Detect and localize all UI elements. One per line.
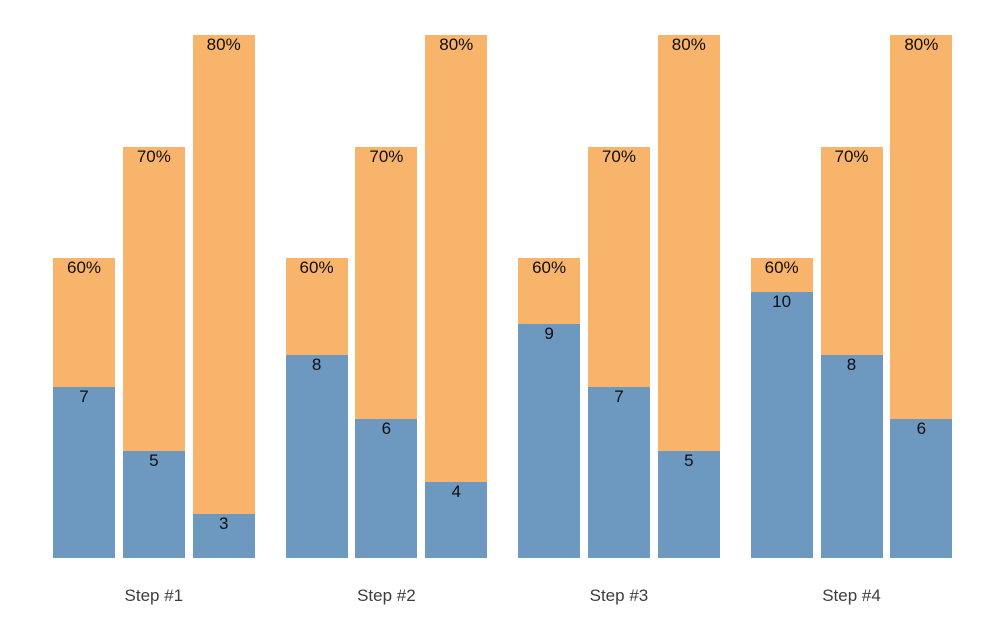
category-label: Step #2 (357, 586, 416, 605)
bar-pct-label: 60% (66, 258, 102, 277)
bar-bottom-segment: 8 (285, 355, 348, 558)
bar-pct-label: 60% (299, 258, 334, 277)
bar-value-label: 9 (544, 323, 554, 343)
bar-bottom-segment: 8 (820, 355, 883, 558)
bar-value-label: 4 (451, 482, 461, 501)
bar-bottom-segment: 5 (122, 450, 185, 558)
bar-bottom-segment: 5 (657, 450, 720, 558)
bar-top-segment: 70% (122, 147, 185, 451)
bar-value-label: 7 (614, 387, 624, 406)
category-label: Step #3 (589, 586, 649, 605)
bar-top-segment: 80% (657, 35, 720, 451)
bar-bottom-segment: 6 (890, 418, 953, 558)
bar-bottom-segment: 4 (425, 482, 488, 558)
bar-top-segment: 60% (53, 258, 115, 387)
bar-top-segment: 70% (355, 147, 418, 419)
bar-value-label: 5 (684, 450, 694, 470)
bar-value-label: 3 (218, 514, 229, 533)
bar-top-segment: 60% (285, 258, 348, 355)
bar-top-segment: 60% (518, 258, 581, 324)
bar-value-label: 8 (311, 355, 322, 374)
bar-value-label: 6 (916, 418, 927, 438)
bar-top-segment: 80% (425, 35, 488, 482)
bar-pct-label: 80% (904, 35, 939, 54)
bar-bottom-segment: 6 (355, 418, 418, 558)
bar-pct-label: 70% (369, 147, 404, 166)
bar-value-label: 5 (149, 450, 159, 470)
bar-pct-label: 70% (834, 147, 869, 166)
bar-pct-label: 60% (532, 258, 567, 277)
category-label: Step #4 (822, 586, 881, 605)
bar-top-segment: 80% (890, 35, 953, 419)
bar-top-segment: 70% (820, 147, 883, 355)
bar-value-label: 6 (381, 418, 392, 438)
bar-top-segment: 60% (750, 258, 813, 292)
bar-value-label: 10 (772, 291, 792, 311)
bar-top-segment: 70% (587, 147, 650, 387)
bar-bottom-segment: 7 (587, 387, 650, 558)
bar-pct-label: 60% (764, 258, 799, 277)
bar-pct-label: 80% (671, 35, 706, 54)
bar-value-label: 8 (846, 355, 857, 374)
bar-top-segment: 80% (192, 35, 255, 514)
bar-bottom-segment: 9 (518, 323, 581, 558)
bar-bottom-segment: 7 (53, 387, 115, 558)
bar-value-label: 7 (79, 387, 89, 406)
category-label: Step #1 (124, 586, 184, 605)
bar-pct-label: 70% (601, 147, 636, 166)
bar-bottom-segment: 10 (750, 291, 813, 558)
bar-bottom-segment: 3 (192, 514, 255, 558)
bar-pct-label: 70% (136, 147, 171, 166)
bar-pct-label: 80% (439, 35, 474, 54)
bar-pct-label: 80% (206, 35, 241, 54)
